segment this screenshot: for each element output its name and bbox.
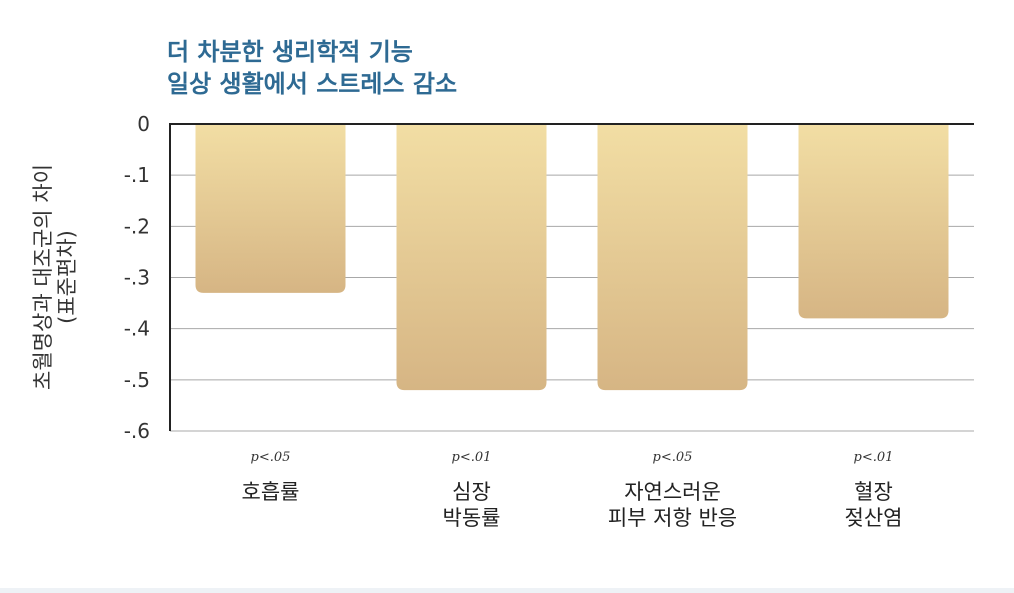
bar bbox=[396, 124, 547, 391]
p-value-label: p<.01 bbox=[452, 450, 492, 465]
p-value-label: p<.05 bbox=[653, 450, 693, 465]
x-tick-label: 젖산염 bbox=[845, 506, 903, 530]
y-tick-label: -.1 bbox=[124, 163, 150, 187]
x-tick-label: 박동률 bbox=[443, 506, 501, 530]
x-tick-label: 피부 저항 반응 bbox=[608, 506, 737, 530]
x-tick-label: 혈장 bbox=[854, 480, 893, 504]
p-value-label: p<.01 bbox=[854, 450, 894, 465]
y-tick-label: -.2 bbox=[124, 214, 150, 238]
bar bbox=[798, 124, 949, 319]
y-tick-label: -.4 bbox=[124, 317, 150, 341]
x-tick-label: 호흡률 bbox=[242, 480, 300, 504]
y-tick-label: -.6 bbox=[124, 419, 150, 443]
y-tick-label: -.5 bbox=[124, 368, 150, 392]
y-axis-label: 초월명상과 대조군의 차이(표준편차) bbox=[31, 164, 79, 390]
chart-title: 더 차분한 생리학적 기능 일상 생활에서 스트레스 감소 bbox=[167, 36, 457, 100]
bar bbox=[195, 124, 346, 293]
p-value-label: p<.05 bbox=[251, 450, 291, 465]
title-line-2: 일상 생활에서 스트레스 감소 bbox=[167, 70, 458, 98]
title-line-1: 더 차분한 생리학적 기능 bbox=[167, 38, 413, 66]
y-tick-label: -.3 bbox=[124, 266, 150, 290]
y-axis-label-line: (표준편차) bbox=[55, 230, 79, 324]
x-tick-label: 심장 bbox=[452, 480, 491, 504]
y-tick-label: 0 bbox=[137, 112, 150, 136]
bar bbox=[597, 124, 748, 391]
y-axis-label-line: 초월명상과 대조군의 차이 bbox=[31, 164, 55, 390]
x-tick-label: 자연스러운 bbox=[624, 480, 721, 504]
bottom-divider bbox=[0, 588, 1014, 593]
